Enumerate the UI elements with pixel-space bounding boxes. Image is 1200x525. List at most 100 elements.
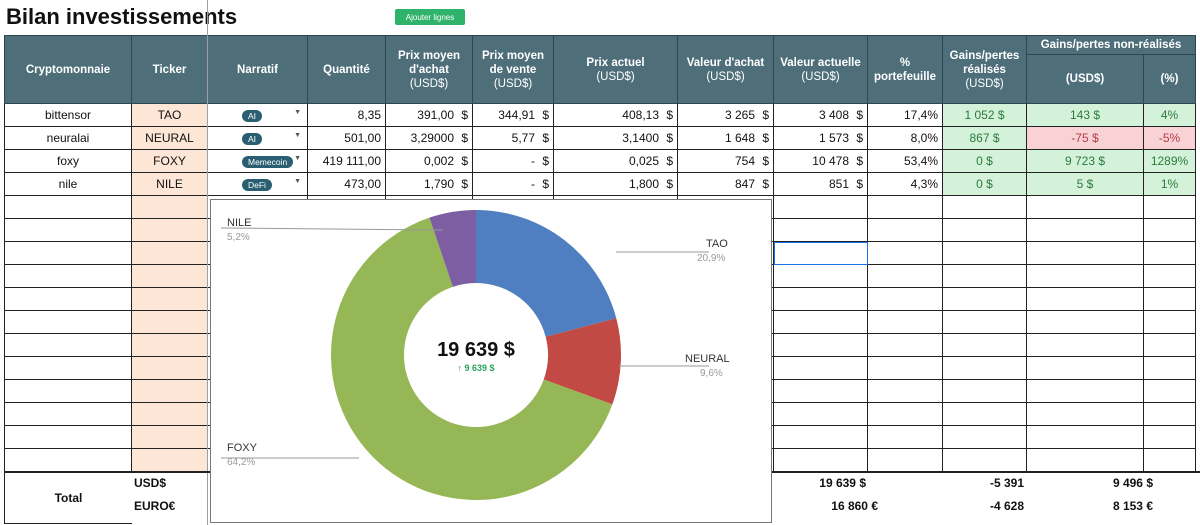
empty-cell[interactable] (1143, 241, 1196, 265)
empty-cell[interactable] (1026, 448, 1144, 472)
slice-neural[interactable] (543, 318, 621, 405)
cell-narratif[interactable]: Memecoin ▼ (207, 149, 308, 173)
empty-cell[interactable] (1143, 195, 1196, 219)
cell-quantite[interactable]: 501,00 (307, 126, 386, 150)
empty-cell[interactable] (942, 195, 1027, 219)
empty-cell[interactable] (131, 356, 208, 380)
cell-pmv[interactable]: - $ (472, 149, 554, 173)
empty-cell[interactable] (131, 448, 208, 472)
cell-narratif[interactable]: AI ▼ (207, 103, 308, 127)
empty-cell[interactable] (773, 379, 868, 403)
cell-quantite[interactable]: 419 111,00 (307, 149, 386, 173)
empty-cell[interactable] (4, 402, 132, 426)
empty-cell[interactable] (773, 218, 868, 242)
cell-gains-realises[interactable]: 0 $ (942, 149, 1027, 173)
cell-narratif[interactable]: AI ▼ (207, 126, 308, 150)
cell-valeur-actuelle[interactable]: 1 573 $ (773, 126, 868, 150)
cell-crypto[interactable]: bittensor (4, 103, 132, 127)
empty-cell[interactable] (1143, 425, 1196, 449)
empty-cell[interactable] (4, 379, 132, 403)
empty-cell[interactable] (1026, 287, 1144, 311)
portfolio-donut-chart[interactable]: 19 639 $ ↑ 9 639 $ NILE 5,2% TAO 20,9% N… (210, 199, 772, 523)
empty-cell[interactable] (867, 425, 943, 449)
cell-gains-nr-usd[interactable]: 9 723 $ (1026, 149, 1144, 173)
cell-crypto[interactable]: neuralai (4, 126, 132, 150)
dropdown-arrow-icon[interactable]: ▼ (294, 109, 301, 116)
cell-crypto[interactable]: nile (4, 172, 132, 196)
cell-prix-actuel[interactable]: 408,13 $ (553, 103, 678, 127)
empty-cell[interactable] (131, 333, 208, 357)
cell-prix-actuel[interactable]: 1,800 $ (553, 172, 678, 196)
cell-gains-realises[interactable]: 1 052 $ (942, 103, 1027, 127)
slice-nile[interactable] (429, 210, 476, 287)
empty-cell[interactable] (4, 425, 132, 449)
empty-cell[interactable] (1026, 241, 1144, 265)
cell-portefeuille[interactable]: 53,4% (867, 149, 943, 173)
cell-pma[interactable]: 0,002 $ (385, 149, 473, 173)
cell-gains-nr-usd[interactable]: 5 $ (1026, 172, 1144, 196)
empty-cell[interactable] (1026, 310, 1144, 334)
empty-cell[interactable] (131, 264, 208, 288)
empty-cell[interactable] (1026, 356, 1144, 380)
empty-cell[interactable] (773, 402, 868, 426)
empty-cell[interactable] (942, 379, 1027, 403)
empty-cell[interactable] (1143, 379, 1196, 403)
cell-pmv[interactable]: 5,77 $ (472, 126, 554, 150)
cell-ticker[interactable]: NILE (131, 172, 208, 196)
empty-cell[interactable] (867, 356, 943, 380)
cell-valeur-achat[interactable]: 1 648 $ (677, 126, 774, 150)
cell-prix-actuel[interactable]: 3,1400 $ (553, 126, 678, 150)
empty-cell[interactable] (1026, 218, 1144, 242)
empty-cell[interactable] (1026, 402, 1144, 426)
empty-cell[interactable] (1026, 195, 1144, 219)
cell-quantite[interactable]: 473,00 (307, 172, 386, 196)
empty-cell[interactable] (867, 195, 943, 219)
empty-cell[interactable] (867, 379, 943, 403)
cell-quantite[interactable]: 8,35 (307, 103, 386, 127)
empty-cell[interactable] (131, 402, 208, 426)
empty-cell[interactable] (131, 310, 208, 334)
empty-cell[interactable] (131, 195, 208, 219)
empty-cell[interactable] (131, 379, 208, 403)
empty-cell[interactable] (867, 402, 943, 426)
cell-gains-nr-pct[interactable]: 1% (1143, 172, 1196, 196)
cell-gains-nr-pct[interactable]: -5% (1143, 126, 1196, 150)
empty-cell[interactable] (1143, 356, 1196, 380)
empty-cell[interactable] (1143, 333, 1196, 357)
cell-ticker[interactable]: NEURAL (131, 126, 208, 150)
empty-cell[interactable] (4, 356, 132, 380)
cell-pma[interactable]: 1,790 $ (385, 172, 473, 196)
empty-cell[interactable] (942, 402, 1027, 426)
empty-cell[interactable] (1143, 287, 1196, 311)
empty-cell[interactable] (4, 264, 132, 288)
dropdown-arrow-icon[interactable]: ▼ (294, 132, 301, 139)
cell-pmv[interactable]: - $ (472, 172, 554, 196)
empty-cell[interactable] (4, 241, 132, 265)
empty-cell[interactable] (4, 310, 132, 334)
empty-cell[interactable] (1143, 218, 1196, 242)
slice-tao[interactable] (476, 210, 617, 337)
cell-narratif[interactable]: DeFi ▼ (207, 172, 308, 196)
add-rows-button[interactable]: Ajouter lignes (395, 9, 465, 25)
slice-foxy[interactable] (331, 217, 613, 500)
empty-cell[interactable] (942, 264, 1027, 288)
empty-cell[interactable] (4, 195, 132, 219)
cell-prix-actuel[interactable]: 0,025 $ (553, 149, 678, 173)
cell-portefeuille[interactable]: 4,3% (867, 172, 943, 196)
empty-cell[interactable] (942, 218, 1027, 242)
empty-cell[interactable] (1026, 264, 1144, 288)
empty-cell[interactable] (942, 356, 1027, 380)
empty-cell[interactable] (942, 448, 1027, 472)
empty-cell[interactable] (773, 425, 868, 449)
empty-cell[interactable] (773, 264, 868, 288)
cell-valeur-achat[interactable]: 754 $ (677, 149, 774, 173)
empty-cell[interactable] (867, 448, 943, 472)
cell-pma[interactable]: 391,00 $ (385, 103, 473, 127)
empty-cell[interactable] (942, 287, 1027, 311)
empty-cell[interactable] (1143, 448, 1196, 472)
cell-gains-nr-usd[interactable]: -75 $ (1026, 126, 1144, 150)
empty-cell[interactable] (131, 218, 208, 242)
empty-cell[interactable] (867, 310, 943, 334)
cell-pmv[interactable]: 344,91 $ (472, 103, 554, 127)
empty-cell[interactable] (4, 218, 132, 242)
